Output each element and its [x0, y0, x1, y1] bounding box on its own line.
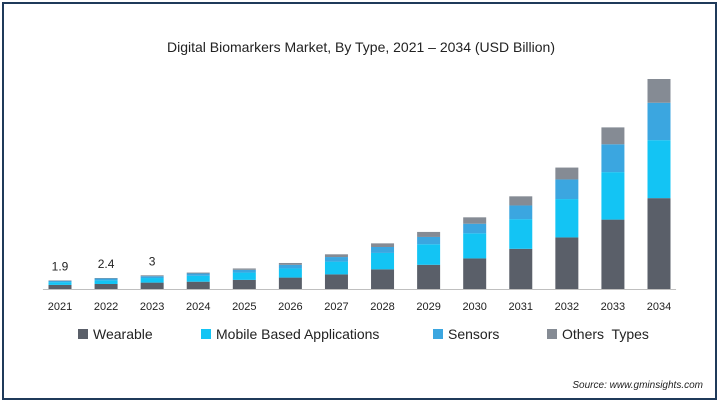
bar-2022-series-2: [94, 278, 118, 281]
bar-2032-series-1: [555, 199, 579, 238]
legend-item-2: Sensors: [433, 326, 499, 342]
bar-2034-series-1: [647, 140, 671, 199]
bar-2023-series-0: [140, 282, 164, 289]
x-tick-2024: 2024: [186, 301, 210, 313]
bar-2025-series-0: [232, 279, 256, 289]
legend-item-3: Others Types: [547, 326, 649, 342]
bar-2033-series-1: [601, 172, 625, 220]
bar-2027-series-3: [324, 254, 348, 258]
bar-2029-series-1: [417, 244, 441, 265]
bar-2024-series-1: [186, 275, 210, 282]
bar-2023-series-1: [140, 278, 164, 283]
bar-2025-series-1: [232, 272, 256, 280]
bar-2029-series-0: [417, 264, 441, 289]
bar-2033-series-2: [601, 144, 625, 173]
source-note: Source: www.gminsights.com: [572, 380, 703, 391]
bar-2021-series-0: [48, 284, 72, 289]
data-labels: 1.9 2.4 3: [52, 254, 156, 273]
x-tick-2031: 2031: [509, 301, 533, 313]
bar-2034-series-3: [647, 79, 671, 103]
data-label-2023: 3: [149, 254, 156, 268]
x-tick-2032: 2032: [555, 301, 579, 313]
x-tick-2034: 2034: [647, 301, 671, 313]
bars-group: [48, 79, 671, 289]
legend-swatch-1: [201, 329, 211, 339]
bar-2030-series-1: [463, 233, 487, 259]
bar-2031-series-2: [509, 205, 533, 220]
data-label-2022: 2.4: [98, 257, 115, 271]
bar-2026-series-3: [278, 262, 302, 265]
chart-frame: [2, 2, 717, 400]
bar-2026-series-1: [278, 268, 302, 278]
legend-swatch-0: [78, 329, 88, 339]
bar-2031-series-3: [509, 196, 533, 206]
bar-2029-series-2: [417, 236, 441, 245]
bar-2033-series-0: [601, 219, 625, 289]
x-tick-2023: 2023: [140, 301, 164, 313]
chart-title: Digital Biomarkers Market, By Type, 2021…: [167, 39, 555, 55]
bar-2031-series-1: [509, 219, 533, 249]
x-tick-2028: 2028: [370, 301, 394, 313]
bar-2031-series-0: [509, 248, 533, 289]
bar-2027-series-0: [324, 274, 348, 289]
bar-2023-series-3: [140, 275, 164, 277]
bar-2030-series-3: [463, 217, 487, 224]
x-tick-2029: 2029: [416, 301, 440, 313]
bar-2024-series-3: [186, 272, 210, 274]
bar-2028-series-0: [371, 269, 395, 289]
bar-2028-series-3: [371, 243, 395, 247]
data-label-2021: 1.9: [52, 259, 69, 273]
bar-2025-series-2: [232, 269, 256, 273]
legend-item-0: Wearable: [78, 326, 153, 342]
bar-2023-series-2: [140, 276, 164, 279]
bar-2026-series-2: [278, 264, 302, 269]
x-tick-labels: 2021 2022 2023 2024 2025 2026 2027 2028 2029 2030…: [48, 301, 671, 313]
x-tick-2021: 2021: [48, 301, 72, 313]
legend: Wearable Mobile Based Applications Sensors…: [78, 326, 649, 342]
bar-2034-series-0: [647, 198, 671, 289]
x-tick-2025: 2025: [232, 301, 256, 313]
legend-label-0: Wearable: [93, 326, 153, 342]
legend-label-2: Sensors: [448, 326, 499, 342]
bar-2024-series-2: [186, 273, 210, 276]
bar-2030-series-2: [463, 223, 487, 234]
legend-label-3: Others Types: [562, 326, 649, 342]
bar-2022-series-0: [94, 283, 118, 289]
legend-swatch-3: [547, 329, 557, 339]
x-tick-2027: 2027: [324, 301, 348, 313]
bar-2030-series-0: [463, 258, 487, 289]
bar-2029-series-3: [417, 231, 441, 237]
x-tick-2030: 2030: [462, 301, 486, 313]
x-tick-2026: 2026: [278, 301, 302, 313]
bar-2025-series-3: [232, 268, 256, 270]
bar-2027-series-2: [324, 257, 348, 262]
bar-2022-series-1: [94, 280, 118, 284]
bar-2028-series-2: [371, 247, 395, 253]
bar-2034-series-2: [647, 102, 671, 141]
bar-2032-series-0: [555, 237, 579, 289]
legend-swatch-2: [433, 329, 443, 339]
bar-2028-series-1: [371, 252, 395, 270]
legend-label-1: Mobile Based Applications: [216, 326, 379, 342]
bar-2033-series-3: [601, 127, 625, 145]
bar-2027-series-1: [324, 261, 348, 275]
bar-2032-series-2: [555, 179, 579, 200]
bar-2026-series-0: [278, 277, 302, 289]
x-tick-2033: 2033: [601, 301, 625, 313]
legend-item-1: Mobile Based Applications: [201, 326, 379, 342]
bar-2021-series-2: [48, 280, 72, 283]
bar-2024-series-0: [186, 281, 210, 289]
bar-2021-series-1: [48, 282, 72, 285]
bar-2032-series-3: [555, 167, 579, 180]
x-tick-2022: 2022: [94, 301, 118, 313]
